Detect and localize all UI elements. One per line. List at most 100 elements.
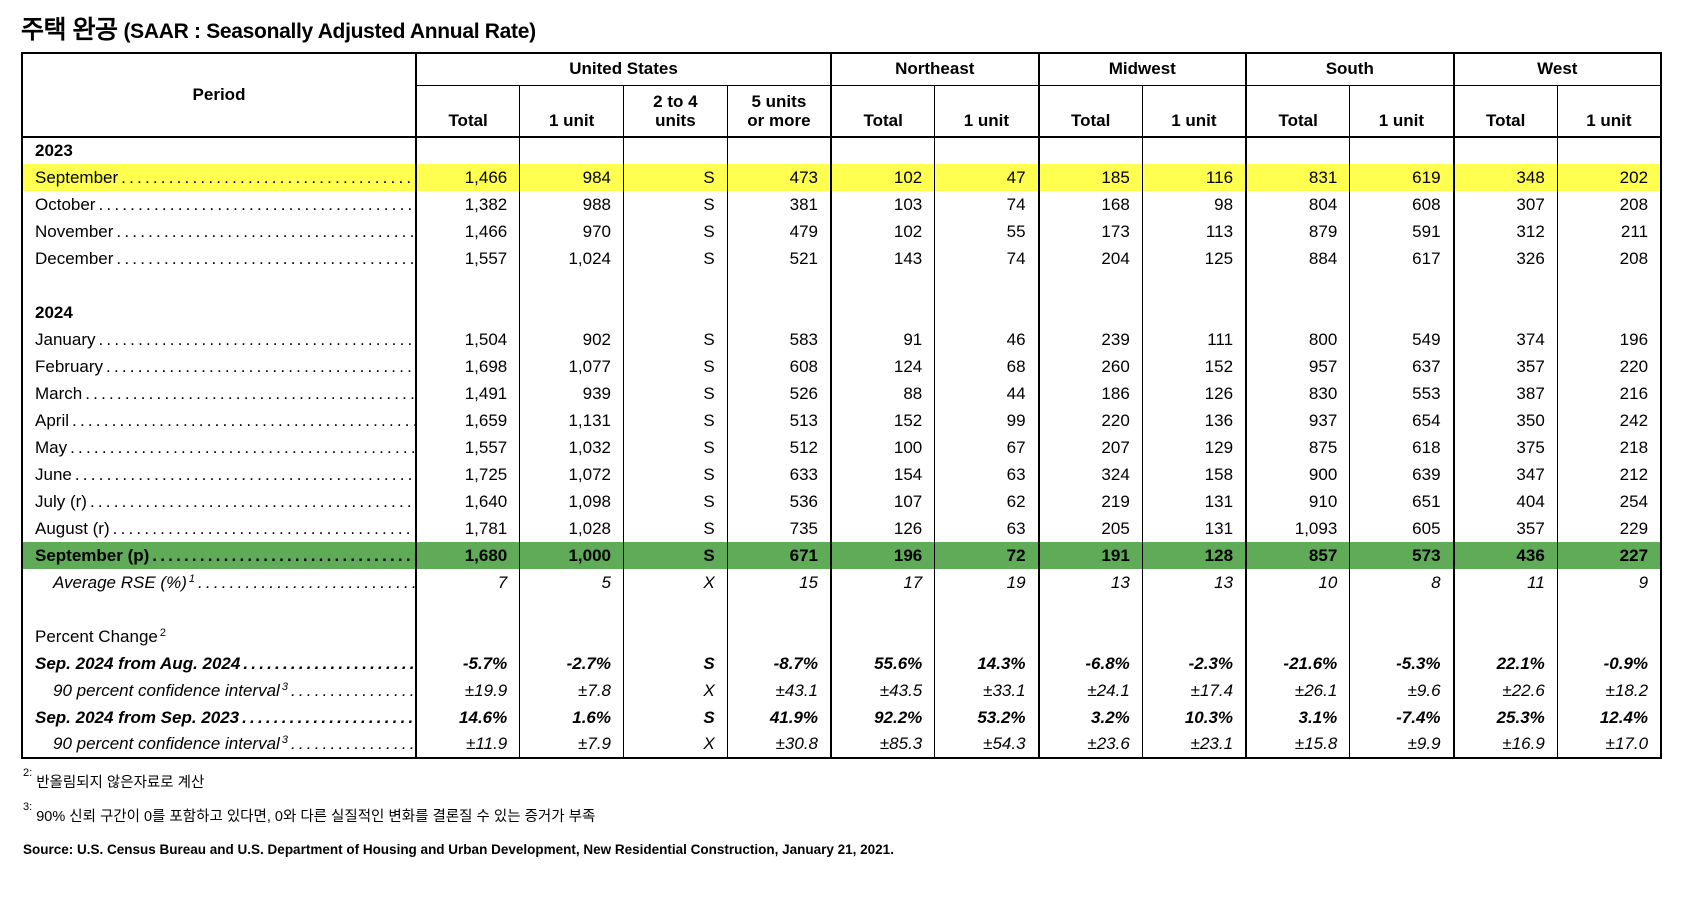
row-label: August (r): [35, 518, 110, 538]
value-cell: 654: [1349, 407, 1455, 434]
value-cell: 168: [1038, 191, 1143, 218]
value-cell: S: [623, 488, 728, 515]
column-subheader: Total: [1453, 85, 1558, 138]
dotted-leader: [121, 168, 414, 188]
value-cell: X: [623, 731, 728, 758]
dotted-leader: [113, 519, 414, 539]
value-cell: 72: [934, 542, 1040, 569]
value-cell: 512: [727, 434, 833, 461]
value-cell: 88: [831, 380, 936, 407]
value-cell: ±26.1: [1246, 677, 1351, 704]
value-cell: 67: [934, 434, 1040, 461]
footnote-text: 90% 신뢰 구간이 0를 포함하고 있다면, 0와 다른 실질적인 변화를 결…: [36, 809, 596, 825]
value-cell: 124: [831, 353, 936, 380]
page: 주택 완공 (SAAR : Seasonally Adjusted Annual …: [21, 8, 1663, 857]
period-cell: Average RSE (%) 1: [22, 569, 417, 596]
value-cell: [1557, 623, 1663, 650]
region-header-midwest: Midwest: [1038, 53, 1248, 86]
value-cell: [1142, 272, 1248, 299]
period-cell: September: [22, 164, 417, 191]
value-cell: [1557, 272, 1663, 299]
dotted-leader: [106, 357, 414, 377]
value-cell: 1,032: [519, 434, 624, 461]
value-cell: [1038, 299, 1143, 326]
row-label: Sep. 2024 from Sep. 2023: [35, 707, 240, 727]
value-cell: [1142, 299, 1248, 326]
row-label-superscript: 1: [188, 572, 195, 585]
value-cell: [1349, 299, 1455, 326]
value-cell: 111: [1142, 326, 1248, 353]
value-cell: 324: [1038, 461, 1143, 488]
value-cell: ±22.6: [1453, 677, 1558, 704]
value-cell: 404: [1453, 488, 1558, 515]
subheader-row: Total 1 unit 2 to 4 units 5 units or more To…: [22, 85, 1663, 138]
value-cell: [519, 596, 624, 623]
row-label: November: [35, 221, 114, 241]
value-cell: 196: [831, 542, 936, 569]
value-cell: ±16.9: [1453, 731, 1558, 758]
value-cell: 549: [1349, 326, 1455, 353]
value-cell: 152: [1142, 353, 1248, 380]
value-cell: 307: [1453, 191, 1558, 218]
row-label: October: [35, 194, 96, 214]
table-row: Average RSE (%)175X1517191313108119: [22, 569, 1663, 596]
value-cell: 13: [1038, 569, 1143, 596]
period-cell: April: [22, 407, 417, 434]
value-cell: 152: [831, 407, 936, 434]
value-cell: [1349, 272, 1455, 299]
value-cell: ±17.0: [1557, 731, 1663, 758]
value-cell: 208: [1557, 191, 1663, 218]
value-cell: [727, 299, 833, 326]
value-cell: 98: [1142, 191, 1248, 218]
column-subheader: Total: [1246, 85, 1351, 138]
row-label: Sep. 2024 from Aug. 2024: [35, 653, 241, 673]
value-cell: 242: [1557, 407, 1663, 434]
value-cell: 350: [1453, 407, 1558, 434]
value-cell: 14.3%: [934, 650, 1040, 677]
title-english: (SAAR : Seasonally Adjusted Annual Rate): [123, 20, 536, 43]
period-cell: March: [22, 380, 417, 407]
value-cell: 44: [934, 380, 1040, 407]
value-cell: 107: [831, 488, 936, 515]
value-cell: 91: [831, 326, 936, 353]
value-cell: S: [623, 650, 728, 677]
value-cell: [1453, 272, 1558, 299]
value-cell: -6.8%: [1038, 650, 1143, 677]
value-cell: 637: [1349, 353, 1455, 380]
value-cell: 212: [1557, 461, 1663, 488]
value-cell: -21.6%: [1246, 650, 1351, 677]
value-cell: -2.3%: [1142, 650, 1248, 677]
value-cell: ±15.8: [1246, 731, 1351, 758]
value-cell: [416, 272, 521, 299]
region-header-united-states: United States: [416, 53, 833, 86]
value-cell: 374: [1453, 326, 1558, 353]
table-row: 2024: [22, 299, 1663, 326]
value-cell: [831, 272, 936, 299]
value-cell: [1557, 137, 1663, 164]
row-label: May: [35, 437, 68, 457]
value-cell: 126: [831, 515, 936, 542]
value-cell: 617: [1349, 245, 1455, 272]
footnote-superscript: 2:: [23, 767, 33, 780]
value-cell: [1453, 596, 1558, 623]
table-row: February 1,6981,077S608124682601529576373…: [22, 353, 1663, 380]
table-row: November 1,466970S47910255173113879591312…: [22, 218, 1663, 245]
value-cell: ±85.3: [831, 731, 936, 758]
dotted-leader: [72, 411, 414, 431]
dotted-leader: [90, 492, 414, 512]
value-cell: 326: [1453, 245, 1558, 272]
value-cell: [1557, 299, 1663, 326]
value-cell: S: [623, 353, 728, 380]
value-cell: 14.6%: [416, 704, 521, 731]
value-cell: [1246, 596, 1351, 623]
value-cell: X: [623, 569, 728, 596]
value-cell: [416, 137, 521, 164]
value-cell: 220: [1557, 353, 1663, 380]
value-cell: 1,093: [1246, 515, 1351, 542]
value-cell: -5.7%: [416, 650, 521, 677]
value-cell: -2.7%: [519, 650, 624, 677]
value-cell: ±18.2: [1557, 677, 1663, 704]
period-cell: February: [22, 353, 417, 380]
value-cell: [1142, 623, 1248, 650]
value-cell: 573: [1349, 542, 1455, 569]
